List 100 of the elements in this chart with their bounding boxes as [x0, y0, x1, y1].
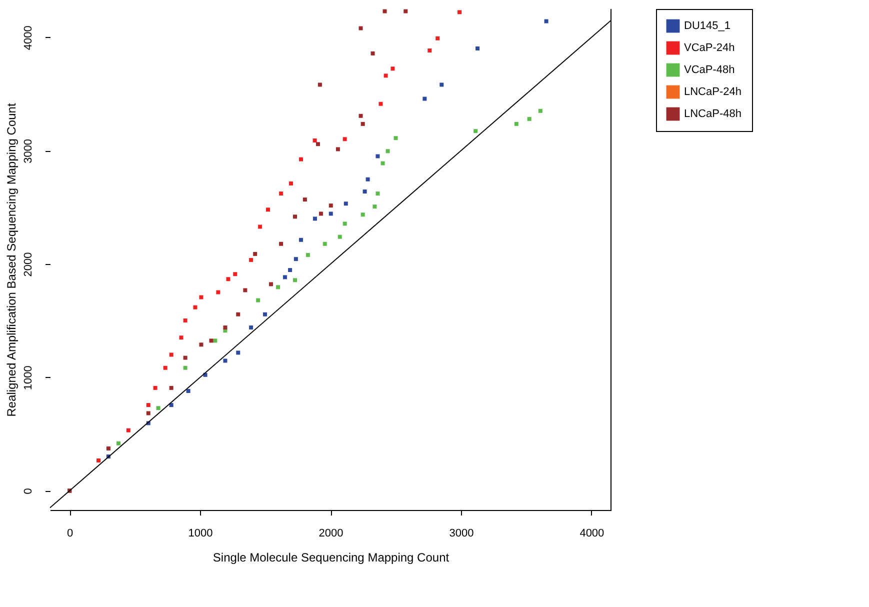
point [169, 386, 174, 390]
point [116, 441, 120, 446]
point [279, 192, 284, 196]
point [338, 234, 342, 239]
point [342, 137, 347, 142]
point [258, 224, 262, 229]
point [336, 147, 340, 152]
point [233, 272, 238, 276]
point [376, 192, 380, 196]
point [199, 295, 204, 300]
point [316, 142, 320, 146]
point [404, 9, 408, 14]
point [243, 288, 248, 292]
point [183, 318, 188, 322]
point [422, 96, 427, 101]
point [386, 149, 390, 154]
point [294, 257, 298, 262]
point [169, 403, 174, 408]
point [256, 298, 260, 302]
x-tick-label: 2000 [318, 528, 344, 540]
point [394, 136, 398, 140]
point [312, 138, 317, 142]
y-tick-label: 0 [22, 488, 34, 494]
point [193, 305, 198, 310]
legend-label: VCaP-48h [684, 64, 735, 76]
point [312, 216, 317, 221]
point [360, 212, 365, 217]
point [428, 48, 432, 52]
legend-label: DU145_1 [684, 20, 730, 32]
y-tick-label: 3000 [22, 138, 34, 164]
point [293, 214, 298, 219]
point [538, 108, 542, 113]
point [183, 366, 188, 370]
point [474, 129, 478, 134]
y-tick-label: 1000 [22, 366, 34, 390]
x-tick-label: 0 [67, 528, 74, 540]
point [458, 10, 462, 14]
point [380, 161, 385, 166]
point [199, 342, 204, 347]
point [476, 46, 480, 50]
point [360, 122, 365, 126]
point [163, 366, 168, 370]
point [126, 428, 130, 432]
point [318, 212, 323, 216]
point [279, 242, 284, 246]
point [344, 202, 348, 206]
point [328, 212, 333, 216]
point [299, 238, 304, 242]
point [183, 356, 188, 360]
point [378, 102, 383, 106]
point [358, 114, 363, 118]
point [293, 278, 298, 282]
point [288, 181, 293, 186]
point [276, 285, 280, 290]
point [282, 275, 287, 280]
point [299, 157, 304, 162]
point [146, 403, 150, 408]
legend-label: VCaP-24h [684, 42, 735, 54]
point [366, 177, 370, 182]
point [440, 82, 444, 87]
point [249, 258, 254, 262]
y-axis-title: Realigned Amplification Based Sequencing Mapping Count [4, 102, 18, 417]
point [370, 51, 375, 56]
point [376, 154, 380, 158]
point [382, 9, 387, 14]
point [253, 252, 258, 256]
point [318, 82, 322, 87]
point [306, 252, 310, 257]
point [302, 198, 307, 202]
point [436, 36, 440, 40]
point [216, 290, 220, 294]
point [223, 326, 228, 330]
x-tick-label: 3000 [449, 528, 474, 540]
point [106, 446, 110, 450]
point [179, 336, 184, 340]
point [384, 74, 388, 78]
point [209, 338, 214, 343]
point [153, 386, 158, 390]
point [390, 66, 395, 71]
point [156, 406, 160, 410]
point [358, 26, 363, 30]
legend-label: LNCaP-24h [684, 86, 742, 98]
point [266, 208, 270, 212]
y-tick-label: 2000 [22, 252, 34, 277]
point [263, 312, 268, 316]
y-tick-label: 4000 [22, 26, 34, 50]
point [544, 19, 548, 24]
point [236, 312, 240, 316]
point [342, 222, 347, 226]
point [372, 204, 377, 209]
point [269, 282, 274, 286]
point [362, 189, 367, 194]
point [146, 411, 150, 416]
point [236, 350, 240, 355]
point [226, 277, 230, 282]
x-tick-label: 1000 [188, 528, 213, 540]
point [96, 458, 101, 462]
x-tick-label: 4000 [580, 528, 604, 540]
point [328, 204, 333, 208]
point [186, 388, 190, 393]
